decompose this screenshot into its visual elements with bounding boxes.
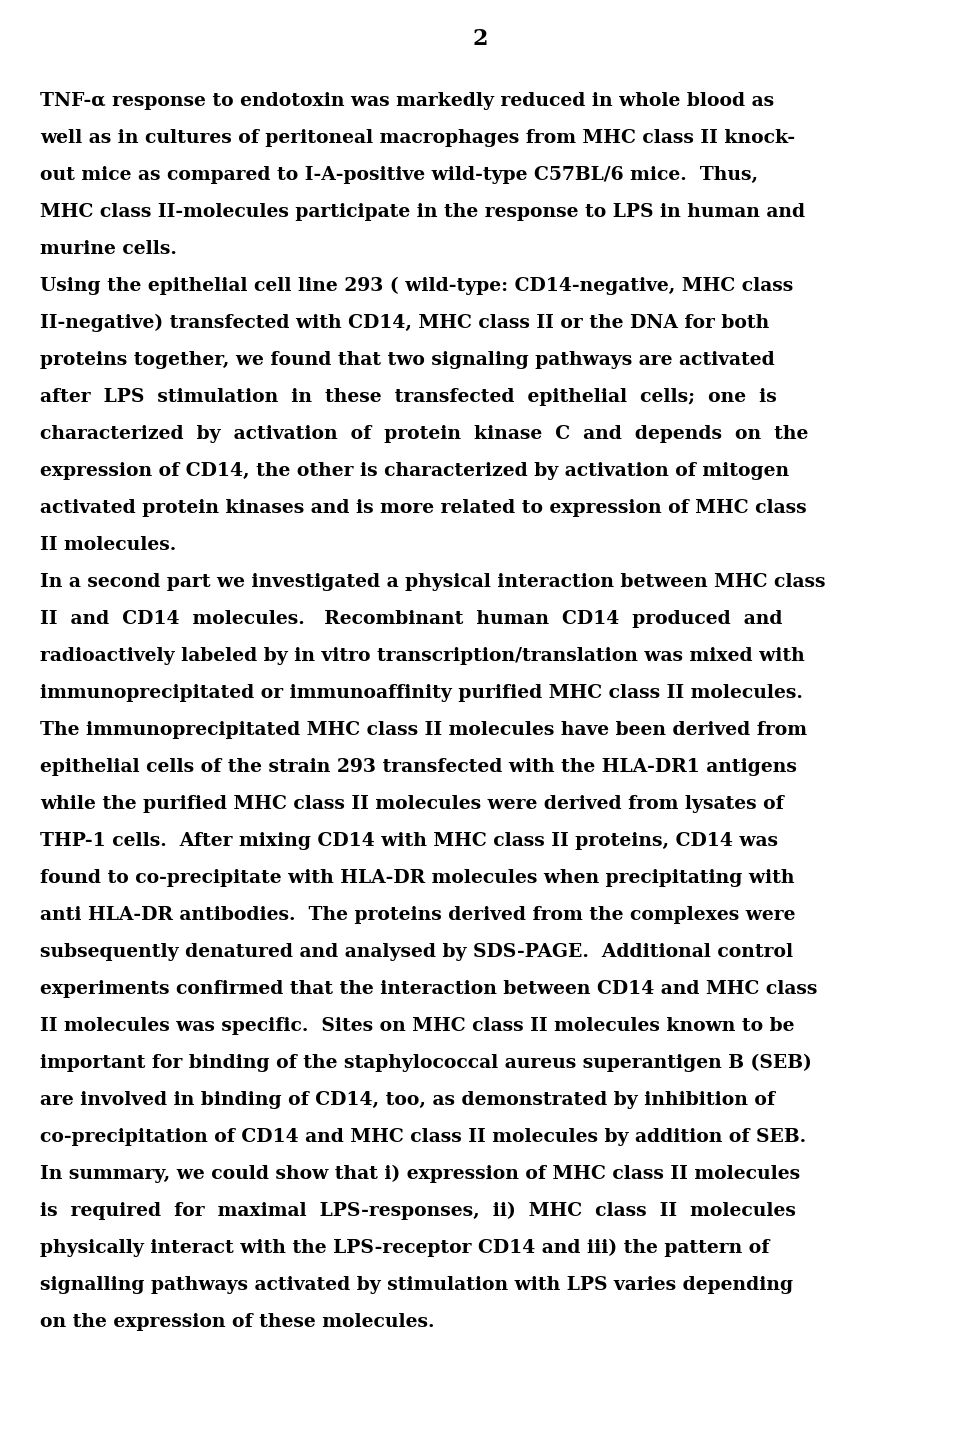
Text: 2: 2 — [472, 28, 488, 49]
Text: The immunoprecipitated MHC class II molecules have been derived from: The immunoprecipitated MHC class II mole… — [40, 721, 807, 740]
Text: MHC class II-molecules participate in the response to LPS in human and: MHC class II-molecules participate in th… — [40, 203, 805, 221]
Text: important for binding of the staphylococcal aureus superantigen B (SEB): important for binding of the staphylococ… — [40, 1053, 812, 1072]
Text: subsequently denatured and analysed by SDS-PAGE.  Additional control: subsequently denatured and analysed by S… — [40, 943, 793, 960]
Text: In a second part we investigated a physical interaction between MHC class: In a second part we investigated a physi… — [40, 572, 826, 591]
Text: physically interact with the LPS-receptor CD14 and iii) the pattern of: physically interact with the LPS-recepto… — [40, 1239, 769, 1257]
Text: activated protein kinases and is more related to expression of MHC class: activated protein kinases and is more re… — [40, 498, 806, 517]
Text: found to co-precipitate with HLA-DR molecules when precipitating with: found to co-precipitate with HLA-DR mole… — [40, 869, 795, 886]
Text: while the purified MHC class II molecules were derived from lysates of: while the purified MHC class II molecule… — [40, 795, 783, 814]
Text: are involved in binding of CD14, too, as demonstrated by inhibition of: are involved in binding of CD14, too, as… — [40, 1091, 775, 1109]
Text: murine cells.: murine cells. — [40, 240, 177, 259]
Text: II molecules.: II molecules. — [40, 536, 177, 554]
Text: radioactively labeled by in vitro transcription/translation was mixed with: radioactively labeled by in vitro transc… — [40, 647, 804, 665]
Text: proteins together, we found that two signaling pathways are activated: proteins together, we found that two sig… — [40, 352, 775, 369]
Text: TNF-α response to endotoxin was markedly reduced in whole blood as: TNF-α response to endotoxin was markedly… — [40, 92, 774, 110]
Text: characterized  by  activation  of  protein  kinase  C  and  depends  on  the: characterized by activation of protein k… — [40, 424, 808, 443]
Text: Using the epithelial cell line 293 ( wild-type: CD14-negative, MHC class: Using the epithelial cell line 293 ( wil… — [40, 278, 793, 295]
Text: expression of CD14, the other is characterized by activation of mitogen: expression of CD14, the other is charact… — [40, 462, 789, 479]
Text: II  and  CD14  molecules.   Recombinant  human  CD14  produced  and: II and CD14 molecules. Recombinant human… — [40, 610, 782, 628]
Text: epithelial cells of the strain 293 transfected with the HLA-DR1 antigens: epithelial cells of the strain 293 trans… — [40, 758, 797, 776]
Text: immunoprecipitated or immunoaffinity purified MHC class II molecules.: immunoprecipitated or immunoaffinity pur… — [40, 684, 803, 702]
Text: co-precipitation of CD14 and MHC class II molecules by addition of SEB.: co-precipitation of CD14 and MHC class I… — [40, 1128, 806, 1146]
Text: In summary, we could show that i) expression of MHC class II molecules: In summary, we could show that i) expres… — [40, 1165, 800, 1183]
Text: signalling pathways activated by stimulation with LPS varies depending: signalling pathways activated by stimula… — [40, 1276, 793, 1295]
Text: II molecules was specific.  Sites on MHC class II molecules known to be: II molecules was specific. Sites on MHC … — [40, 1017, 795, 1035]
Text: THP-1 cells.  After mixing CD14 with MHC class II proteins, CD14 was: THP-1 cells. After mixing CD14 with MHC … — [40, 833, 778, 850]
Text: II-negative) transfected with CD14, MHC class II or the DNA for both: II-negative) transfected with CD14, MHC … — [40, 314, 769, 333]
Text: after  LPS  stimulation  in  these  transfected  epithelial  cells;  one  is: after LPS stimulation in these transfect… — [40, 388, 777, 405]
Text: anti HLA-DR antibodies.  The proteins derived from the complexes were: anti HLA-DR antibodies. The proteins der… — [40, 907, 796, 924]
Text: on the expression of these molecules.: on the expression of these molecules. — [40, 1314, 435, 1331]
Text: well as in cultures of peritoneal macrophages from MHC class II knock-: well as in cultures of peritoneal macrop… — [40, 129, 795, 147]
Text: experiments confirmed that the interaction between CD14 and MHC class: experiments confirmed that the interacti… — [40, 979, 817, 998]
Text: out mice as compared to I-A-positive wild-type C57BL/6 mice.  Thus,: out mice as compared to I-A-positive wil… — [40, 166, 758, 185]
Text: is  required  for  maximal  LPS-responses,  ii)  MHC  class  II  molecules: is required for maximal LPS-responses, i… — [40, 1202, 796, 1221]
